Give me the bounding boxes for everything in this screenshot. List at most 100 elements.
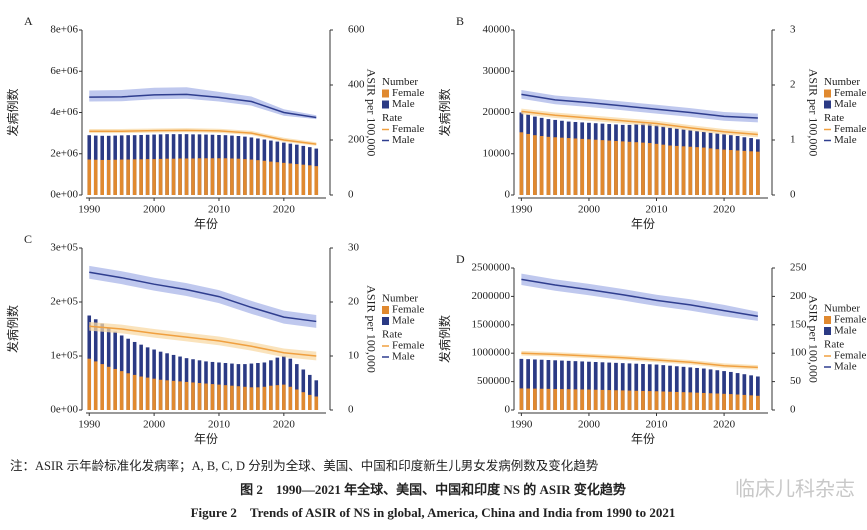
bar — [87, 358, 92, 410]
bar — [573, 138, 578, 195]
bar — [236, 158, 241, 195]
bar — [695, 392, 699, 410]
bar — [139, 159, 143, 195]
y-tick-label: 4e+06 — [50, 106, 78, 118]
bar — [275, 385, 280, 410]
x-axis-label: 年份 — [631, 432, 655, 446]
x-tick-label: 2020 — [273, 204, 296, 216]
bar — [519, 132, 524, 195]
bar — [600, 362, 605, 410]
bar — [301, 369, 306, 410]
bar — [701, 147, 706, 195]
x-tick-label: 2010 — [208, 419, 231, 431]
bar — [620, 363, 625, 410]
bar — [708, 369, 713, 410]
bar — [756, 395, 760, 410]
y-axis-label: 发病例数 — [437, 88, 452, 136]
y2-tick-label: 400 — [348, 79, 365, 91]
bar — [715, 393, 720, 410]
bar — [742, 394, 747, 410]
bar — [158, 158, 163, 195]
bar — [614, 390, 618, 410]
bar — [243, 386, 247, 410]
bar — [600, 389, 605, 410]
bar — [295, 389, 299, 410]
y2-tick-label: 0 — [790, 404, 796, 416]
bar — [749, 395, 753, 410]
y2-tick-label: 200 — [348, 134, 365, 146]
legend-swatch — [824, 327, 831, 335]
bar — [593, 389, 598, 410]
y-tick-label: 8e+06 — [50, 24, 78, 36]
y2-axis-label: ASIR per 100,000 — [806, 69, 820, 157]
figure-title-en: Figure 2 Trends of ASIR of NS in global,… — [191, 505, 676, 520]
bar — [742, 374, 747, 410]
rate-band — [89, 87, 317, 120]
bar — [735, 150, 740, 195]
y2-tick-label: 50 — [790, 375, 802, 387]
x-tick-label: 2000 — [143, 204, 166, 216]
panel-letter: C — [24, 232, 32, 246]
bar — [275, 162, 280, 195]
y2-tick-label: 0 — [348, 189, 354, 201]
rate-band — [521, 108, 758, 138]
bar — [695, 147, 699, 195]
bar — [688, 367, 693, 410]
bar — [100, 159, 104, 195]
bar — [119, 371, 124, 410]
bar — [607, 362, 612, 410]
x-tick-label: 2000 — [578, 204, 601, 216]
x-tick-label: 2020 — [273, 419, 296, 431]
bar — [106, 366, 111, 410]
y2-tick-label: 2 — [790, 79, 796, 91]
y2-tick-label: 0 — [348, 404, 354, 416]
legend-title: Rate — [824, 112, 844, 124]
y-axis-label: 发病例数 — [5, 305, 20, 353]
bar — [145, 377, 150, 410]
legend-label: Female — [834, 314, 866, 326]
bar — [223, 158, 228, 195]
legend-label: Male — [392, 315, 415, 327]
y-tick-label: 3e+05 — [50, 242, 78, 254]
legend-label: Male — [834, 325, 857, 337]
legend-label: Female — [392, 123, 424, 135]
bar — [674, 391, 679, 410]
rate-band — [89, 128, 317, 146]
bar — [620, 390, 625, 410]
rate-line — [89, 271, 317, 323]
bar — [553, 137, 558, 195]
y2-tick-label: 0 — [790, 189, 796, 201]
bar — [262, 362, 267, 410]
panel-letter: A — [24, 14, 33, 28]
bar — [647, 391, 652, 410]
panel-letter: D — [456, 252, 465, 266]
bar — [191, 382, 195, 410]
y-tick-label: 2500000 — [472, 262, 511, 274]
bar — [249, 363, 254, 410]
legend-title: Rate — [382, 112, 402, 124]
y-tick-label: 2000000 — [472, 290, 511, 302]
x-tick-label: 2020 — [713, 204, 736, 216]
bar — [282, 162, 286, 195]
bar — [210, 384, 215, 410]
legend-label: Male — [392, 98, 415, 110]
bar — [93, 361, 98, 410]
bar — [580, 389, 585, 410]
bar — [728, 394, 733, 410]
x-tick-label: 2010 — [646, 204, 669, 216]
bar — [647, 364, 652, 410]
bar — [728, 371, 733, 410]
bar — [171, 158, 176, 195]
bar — [742, 150, 747, 195]
bar — [607, 140, 612, 195]
bar — [262, 160, 267, 195]
bar — [756, 376, 760, 410]
rate-line — [521, 352, 758, 369]
bar — [152, 378, 156, 410]
bar — [627, 390, 632, 410]
legend-title: Number — [382, 293, 418, 305]
bar — [178, 158, 182, 195]
bar — [661, 144, 666, 195]
legend-label: Female — [834, 87, 866, 99]
